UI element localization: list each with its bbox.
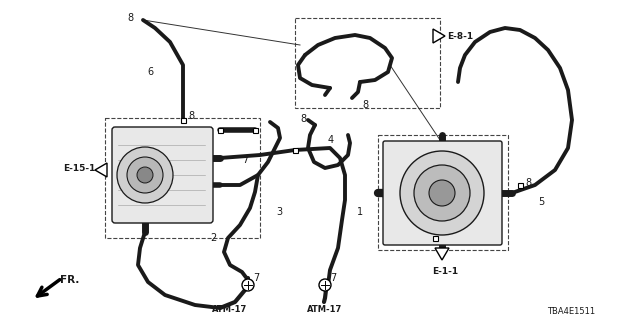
- Text: 8: 8: [362, 100, 368, 110]
- Text: 7: 7: [242, 155, 248, 165]
- Text: E-1-1: E-1-1: [432, 268, 458, 276]
- Text: ATM-17: ATM-17: [212, 306, 248, 315]
- Text: 6: 6: [147, 67, 153, 77]
- Text: 2: 2: [210, 233, 216, 243]
- Text: TBA4E1511: TBA4E1511: [547, 308, 595, 316]
- Polygon shape: [433, 29, 445, 43]
- Circle shape: [429, 180, 455, 206]
- Circle shape: [319, 279, 331, 291]
- Text: 8: 8: [127, 13, 133, 23]
- Bar: [253, 127, 257, 132]
- Text: 8: 8: [188, 111, 194, 121]
- Text: E-15-1: E-15-1: [63, 164, 95, 172]
- FancyBboxPatch shape: [112, 127, 213, 223]
- Text: 7: 7: [196, 177, 202, 187]
- Bar: [433, 236, 438, 241]
- Circle shape: [414, 165, 470, 221]
- Text: 8: 8: [300, 114, 306, 124]
- Circle shape: [242, 279, 254, 291]
- Bar: [180, 117, 186, 123]
- Text: 7: 7: [330, 273, 336, 283]
- Circle shape: [127, 157, 163, 193]
- Text: ATM-17: ATM-17: [307, 306, 342, 315]
- Text: FR.: FR.: [60, 275, 79, 285]
- Bar: [378, 135, 508, 250]
- Circle shape: [400, 151, 484, 235]
- Polygon shape: [435, 248, 449, 260]
- Text: 3: 3: [276, 207, 282, 217]
- Bar: [105, 118, 260, 238]
- Polygon shape: [95, 163, 107, 177]
- Circle shape: [117, 147, 173, 203]
- Bar: [218, 127, 223, 132]
- Bar: [292, 148, 298, 153]
- Circle shape: [137, 167, 153, 183]
- Bar: [295, 18, 440, 108]
- FancyBboxPatch shape: [383, 141, 502, 245]
- Text: 5: 5: [538, 197, 544, 207]
- Text: 7: 7: [253, 273, 259, 283]
- Text: 4: 4: [328, 135, 334, 145]
- Bar: [518, 182, 522, 188]
- Text: 1: 1: [357, 207, 363, 217]
- Text: 8: 8: [525, 178, 531, 188]
- Text: E-8-1: E-8-1: [447, 31, 473, 41]
- Text: 8: 8: [440, 235, 446, 245]
